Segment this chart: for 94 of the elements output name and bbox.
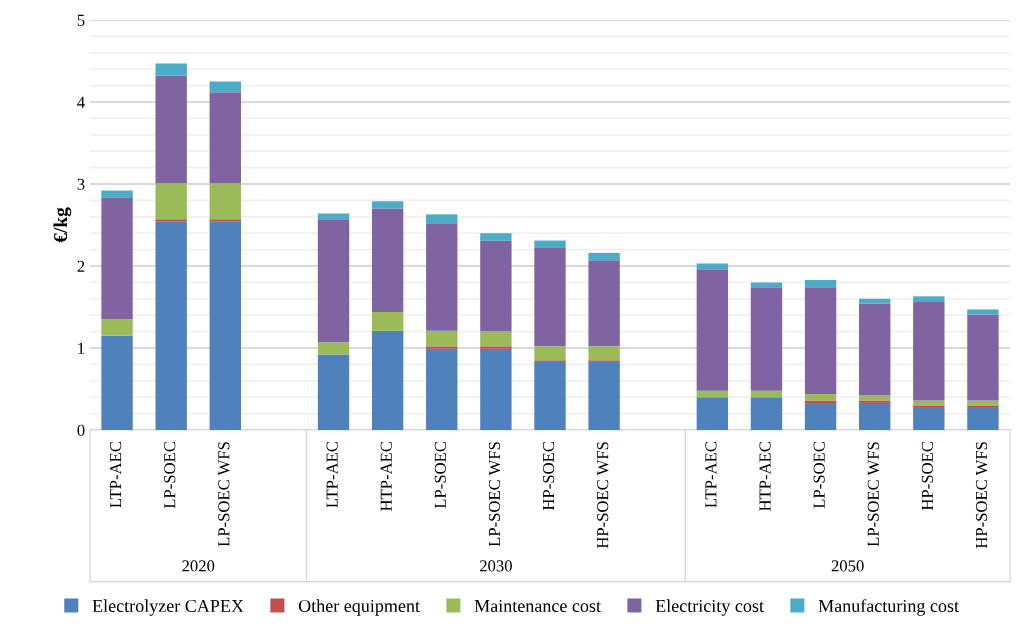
bar: [588, 361, 620, 430]
y-tick-label: 1: [78, 342, 85, 354]
bar: [317, 354, 350, 430]
bar: [209, 81, 241, 93]
bar: [209, 221, 241, 430]
bar: [913, 296, 945, 303]
legend-label: Manufacturing cost: [818, 599, 959, 616]
bar: [750, 287, 783, 391]
x-tick-label: LTP-AEC: [110, 442, 122, 508]
bar: [750, 397, 783, 430]
x-tick-label: HP-SOEC WFS: [975, 442, 988, 549]
bar: [209, 219, 241, 222]
bar: [426, 348, 458, 430]
legend-label: Other equipment: [298, 599, 420, 616]
bar: [913, 400, 945, 406]
bar: [155, 219, 187, 222]
bar: [534, 361, 566, 430]
bar: [480, 240, 512, 332]
x-tick-label: HP-SOEC: [921, 442, 933, 511]
text: 2050: [831, 560, 864, 572]
y-tick-label: 4: [77, 96, 85, 108]
y-tick-label: 3: [77, 178, 85, 190]
legend-label: Electrolyzer CAPEX: [92, 599, 244, 616]
x-tick-label: LP-SOEC WFS: [218, 442, 230, 547]
x-tick-label: HTP-AEC: [759, 442, 771, 511]
bar: [155, 75, 187, 184]
x-tick-label: LP-SOEC: [813, 442, 825, 509]
bar: [155, 63, 187, 76]
x-tick-label: LP-SOEC: [434, 442, 446, 509]
bar: [804, 287, 837, 394]
bar: [696, 397, 729, 430]
bar: [588, 346, 620, 361]
bar: [426, 223, 458, 331]
bar: [371, 311, 404, 331]
bar: [534, 346, 566, 361]
bar: [371, 330, 404, 430]
legend-label: Electricity cost: [655, 599, 764, 616]
bar: [967, 314, 999, 401]
bar: [317, 342, 350, 355]
bar: [371, 201, 404, 209]
bar: [426, 330, 458, 347]
bar: [534, 240, 566, 248]
bar: [480, 331, 512, 347]
legend-label: Maintenance cost: [474, 599, 601, 613]
bar: [480, 346, 512, 349]
bar: [371, 208, 404, 312]
x-tick-label: LP-SOEC WFS: [488, 442, 501, 547]
bar: [967, 407, 999, 430]
bar: [426, 214, 458, 224]
bar: [696, 269, 729, 391]
bar: [859, 303, 891, 396]
bar: [859, 402, 891, 430]
x-tick-label: HP-SOEC: [542, 442, 555, 511]
text: 2020: [182, 560, 215, 572]
y-axis-title: €/kg: [53, 207, 72, 243]
bar: [155, 183, 187, 220]
bar: [804, 393, 837, 401]
bar: [859, 400, 891, 403]
bar: [317, 220, 350, 343]
bar: [696, 390, 729, 398]
x-tick-label: LTP-AEC: [326, 442, 338, 508]
bar: [750, 282, 783, 288]
bar: [209, 183, 241, 220]
bar: [750, 390, 783, 398]
bar: [588, 252, 620, 261]
bar: [859, 298, 891, 304]
bar: [101, 190, 133, 198]
bar: [967, 309, 999, 315]
x-tick-label: LP-SOEC: [164, 442, 176, 509]
bar: [480, 233, 512, 241]
bar: [426, 346, 458, 349]
y-tick-label: 0: [77, 424, 85, 436]
bar: [155, 221, 187, 430]
bar: [534, 247, 566, 347]
x-tick-label: HTP-AEC: [380, 442, 392, 511]
y-tick-label: 5: [77, 14, 85, 26]
y-tick-label: 2: [77, 260, 85, 272]
bar: [804, 279, 837, 288]
bar: [101, 335, 133, 430]
bar: [480, 348, 512, 430]
bar: [588, 260, 620, 347]
bar: [804, 402, 837, 430]
bar: [101, 197, 133, 320]
x-tick-label: HP-SOEC WFS: [597, 442, 609, 549]
bar: [913, 407, 945, 430]
bar: [101, 319, 133, 336]
bar: [209, 92, 241, 184]
x-tick-label: LTP-AEC: [705, 442, 717, 508]
bar: [967, 400, 999, 406]
bar: [804, 400, 837, 403]
bar: [317, 213, 350, 221]
x-tick-label: LP-SOEC WFS: [867, 442, 879, 547]
text: 2030: [479, 560, 512, 572]
bar: [913, 302, 945, 401]
